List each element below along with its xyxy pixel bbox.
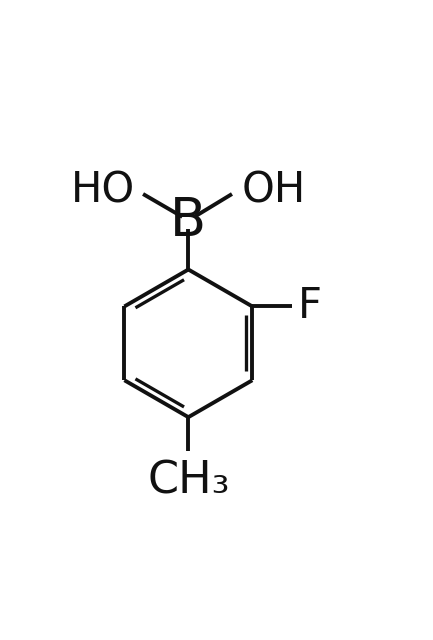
Text: HO: HO: [71, 170, 135, 212]
Text: OH: OH: [242, 170, 306, 212]
Text: CH₃: CH₃: [147, 459, 229, 502]
Text: B: B: [170, 195, 207, 247]
Text: F: F: [297, 285, 322, 328]
